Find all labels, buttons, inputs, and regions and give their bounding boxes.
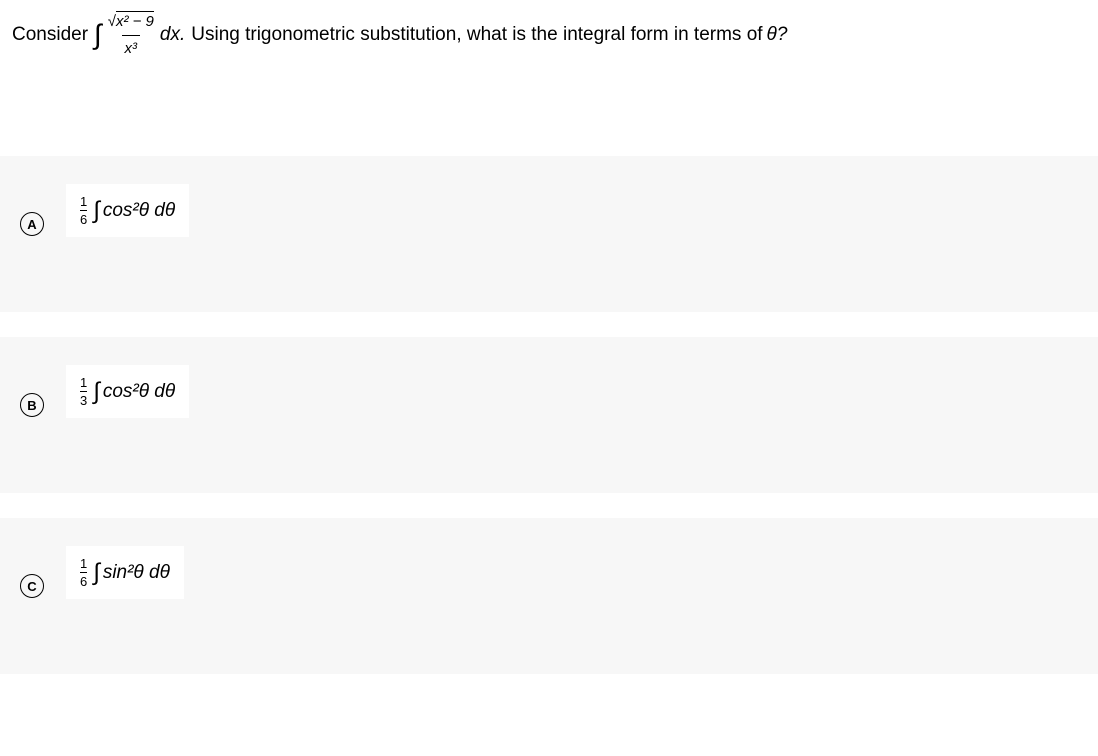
option-a-func: cos²θ [103, 200, 149, 222]
option-c-content: 1 6 ∫ sin²θ dθ [66, 546, 184, 599]
option-a-integral: ∫ [93, 197, 100, 225]
option-c-dvar: dθ [149, 562, 170, 584]
option-b-integral: ∫ [93, 378, 100, 406]
option-c-func: sin²θ [103, 562, 144, 584]
question-integral: ∫ √x² − 9 x³ dx. [94, 10, 185, 61]
option-b-den: 3 [80, 391, 87, 408]
option-c-letter: C [20, 574, 44, 598]
option-a-content: 1 6 ∫ cos²θ dθ [66, 184, 189, 237]
option-b-letter: B [20, 393, 44, 417]
option-a-dvar: dθ [154, 200, 175, 222]
option-a-fraction: 1 6 [80, 194, 87, 227]
option-b-fraction: 1 3 [80, 375, 87, 408]
question-suffix: Using trigonometric substitution, what i… [191, 20, 762, 50]
option-b-row[interactable]: B 1 3 ∫ cos²θ dθ [0, 337, 1098, 493]
fraction-numerator: √x² − 9 [105, 10, 157, 35]
options-area: A 1 6 ∫ cos²θ dθ B 1 3 ∫ cos²θ dθ C [0, 156, 1098, 674]
option-c-row[interactable]: C 1 6 ∫ sin²θ dθ [0, 518, 1098, 674]
option-c-integral: ∫ [93, 559, 100, 587]
option-c-fraction: 1 6 [80, 556, 87, 589]
option-b-func: cos²θ [103, 381, 149, 403]
option-a-letter: A [20, 212, 44, 236]
question-text: Consider ∫ √x² − 9 x³ dx. Using trigonom… [12, 10, 1086, 61]
option-b-content: 1 3 ∫ cos²θ dθ [66, 365, 189, 418]
option-c-den: 6 [80, 572, 87, 589]
theta-text: θ? [767, 20, 788, 50]
question-container: Consider ∫ √x² − 9 x³ dx. Using trigonom… [0, 0, 1098, 61]
dx-text: dx. [160, 20, 185, 50]
option-a-den: 6 [80, 210, 87, 227]
integral-sign: ∫ [94, 13, 102, 58]
question-prefix: Consider [12, 20, 88, 50]
integral-fraction: √x² − 9 x³ [105, 10, 157, 61]
sqrt-symbol: √ [108, 13, 116, 30]
option-c-num: 1 [80, 556, 87, 572]
sqrt-inner: x² − 9 [116, 11, 154, 30]
option-b-dvar: dθ [154, 381, 175, 403]
option-b-num: 1 [80, 375, 87, 391]
option-a-row[interactable]: A 1 6 ∫ cos²θ dθ [0, 156, 1098, 312]
fraction-denominator: x³ [122, 35, 141, 61]
option-a-num: 1 [80, 194, 87, 210]
